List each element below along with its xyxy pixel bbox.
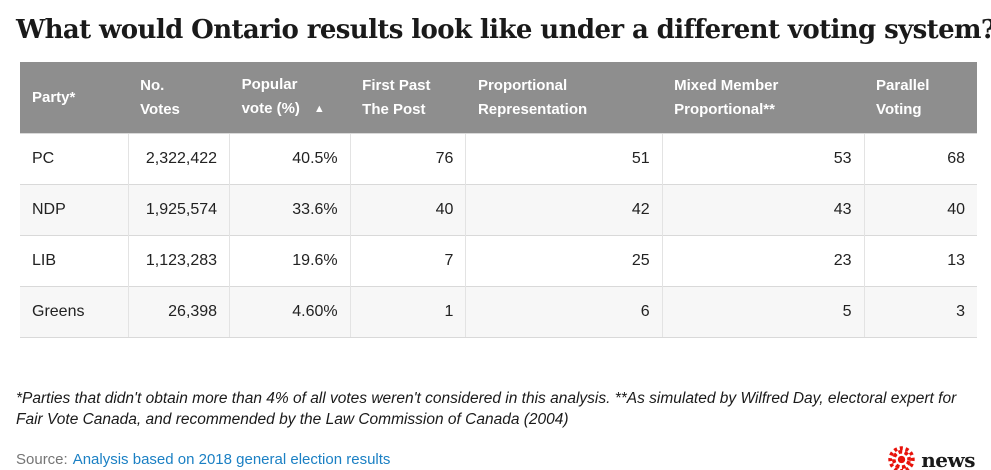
news-wordmark: news (921, 447, 975, 470)
cell-party: NDP (20, 184, 129, 236)
cell-pr-seats: 42 (465, 184, 663, 236)
footnote: *Parties that didn't obtain more than 4%… (16, 390, 957, 428)
cell-pr-seats: 25 (465, 235, 663, 287)
column-header-parallel-voting[interactable]: Parallel Voting (864, 62, 977, 134)
cell-mmp-seats: 53 (661, 133, 865, 185)
page-title: What would Ontario results look like und… (16, 15, 991, 45)
column-header-first-past-the-post[interactable]: First Past The Post (350, 62, 466, 134)
cell-votes: 1,123,283 (127, 235, 230, 287)
cell-pr-seats: 6 (465, 286, 663, 338)
column-header-proportional-representation[interactable]: Proportional Representation (465, 62, 663, 134)
column-header-label: Party* (32, 88, 76, 106)
source: Source: Analysis based on 2018 general el… (16, 451, 390, 468)
column-header-label: Parallel Voting (876, 76, 930, 118)
table-row: NDP 1,925,574 33.6% 40 42 43 40 (20, 184, 977, 236)
cell-mmp-seats: 23 (661, 235, 865, 287)
table-row: LIB 1,123,283 19.6% 7 25 23 13 (20, 235, 977, 287)
table-header: Party* No. Votes Popular vote (%) ▲ First… (20, 62, 977, 134)
column-header-label: Proportional Representation (477, 76, 588, 118)
column-header-label: Mixed Member Proportional** (674, 76, 779, 118)
table-row: PC 2,322,422 40.5% 76 51 53 68 (20, 133, 977, 185)
column-header-label: First Past The Post (362, 76, 431, 118)
source-label: Source: (16, 451, 68, 468)
cbc-gem-icon (888, 446, 915, 470)
column-header-label: No. Votes (140, 76, 180, 118)
column-header-mixed-member-proportional[interactable]: Mixed Member Proportional** (662, 62, 865, 134)
cell-parallel-seats: 3 (863, 286, 977, 338)
cell-popular-vote: 40.5% (229, 133, 351, 185)
cell-popular-vote: 19.6% (229, 235, 351, 287)
source-row: Source: Analysis based on 2018 general el… (16, 446, 975, 470)
cell-parallel-seats: 40 (863, 184, 977, 236)
cell-party: LIB (20, 235, 129, 287)
cbc-news-logo: news (888, 446, 975, 470)
cell-votes: 26,398 (127, 286, 230, 338)
sort-ascending-icon[interactable]: ▲ (313, 103, 325, 115)
column-header-no-votes[interactable]: No. Votes (128, 62, 230, 134)
column-header-popular-vote[interactable]: Popular vote (%) ▲ (229, 62, 351, 134)
cell-popular-vote: 33.6% (229, 184, 351, 236)
cell-fptp-seats: 76 (349, 133, 466, 185)
source-link[interactable]: Analysis based on 2018 general election … (72, 451, 391, 468)
table-row: Greens 26,398 4.60% 1 6 5 3 (20, 286, 977, 338)
cell-popular-vote: 4.60% (229, 286, 351, 338)
cell-fptp-seats: 1 (349, 286, 466, 338)
cell-votes: 1,925,574 (127, 184, 230, 236)
column-header-party[interactable]: Party* (20, 62, 129, 134)
cell-votes: 2,322,422 (127, 133, 230, 185)
column-header-label: Popular vote (%) (241, 76, 300, 117)
page: What would Ontario results look like und… (0, 14, 991, 470)
cell-pr-seats: 51 (465, 133, 663, 185)
results-table: Party* No. Votes Popular vote (%) ▲ First… (20, 62, 977, 338)
cell-mmp-seats: 43 (661, 184, 865, 236)
cell-party: Greens (20, 286, 129, 338)
cell-parallel-seats: 68 (863, 133, 977, 185)
cell-fptp-seats: 7 (349, 235, 466, 287)
cell-fptp-seats: 40 (349, 184, 466, 236)
cell-party: PC (20, 133, 129, 185)
cell-mmp-seats: 5 (661, 286, 865, 338)
cell-parallel-seats: 13 (863, 235, 977, 287)
